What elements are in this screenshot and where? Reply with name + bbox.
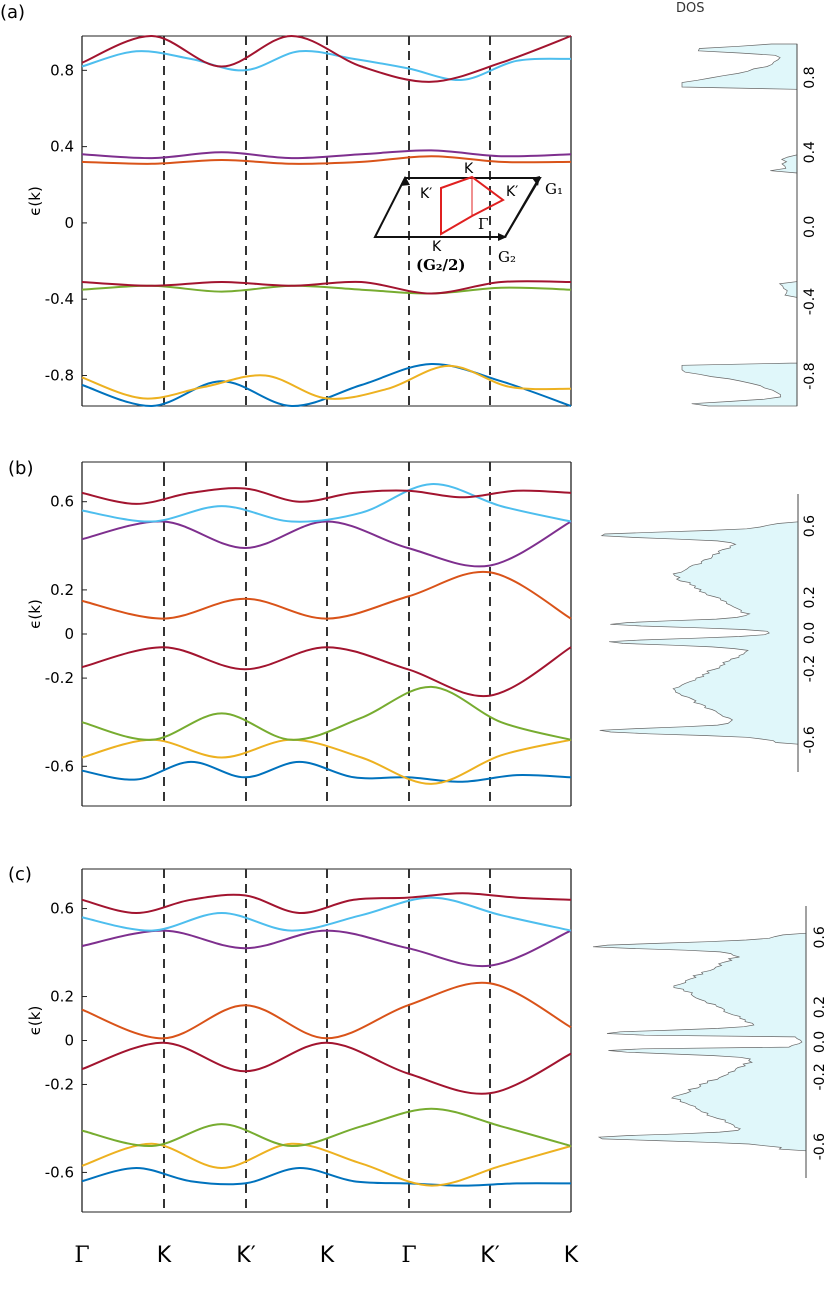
- band-line: [81, 646, 572, 698]
- band-line: [81, 364, 572, 400]
- band-line: [81, 1142, 572, 1187]
- y-tick-label: -0.4: [45, 290, 74, 308]
- panel-b-label: (b): [8, 458, 33, 479]
- panel-a-label: (a): [0, 2, 25, 23]
- band-line: [81, 892, 572, 915]
- k-path-label: K: [564, 1243, 579, 1268]
- band-line: [81, 929, 572, 968]
- irreducible-zone: [440, 175, 505, 236]
- k-path-label: Γ: [74, 1243, 89, 1268]
- dos-tick-label: 0.2: [802, 586, 818, 608]
- band-line: [81, 34, 572, 83]
- y-axis-label: ϵ(k): [26, 1006, 44, 1036]
- k-path-label: K′: [480, 1243, 499, 1268]
- band-line: [81, 520, 572, 568]
- band-line: [81, 1107, 572, 1148]
- y-tick-label: -0.6: [45, 757, 74, 775]
- band-line: [81, 981, 572, 1040]
- inset-label-G2: G₂: [498, 248, 516, 266]
- band-line: [81, 1166, 572, 1187]
- y-tick-label: 0.8: [50, 61, 74, 79]
- inset-label-K_top: K: [464, 161, 474, 177]
- band-line: [81, 487, 572, 505]
- dos-tick-label: 0.8: [802, 66, 818, 88]
- inset-label-Gamma: Γ: [478, 215, 488, 233]
- dos-tick-label: -0.2: [812, 1063, 828, 1090]
- band-line: [81, 49, 572, 81]
- y-tick-label: 0: [64, 1032, 74, 1050]
- y-tick-label: -0.2: [45, 1075, 74, 1093]
- y-tick-label: 0.2: [50, 988, 74, 1006]
- inset-label-G1: G₁: [545, 180, 563, 198]
- k-path-label: K: [320, 1243, 335, 1268]
- band-line: [81, 896, 572, 932]
- band-line: [81, 1041, 572, 1095]
- dos-tick-label: -0.4: [802, 288, 818, 315]
- dos-tick-label: 0.0: [812, 1031, 828, 1053]
- g2-arrowhead: [498, 233, 507, 241]
- dos-curve: [592, 906, 807, 1178]
- dos-panel: 0.6 0.2 0.0 -0.2 -0.6: [592, 906, 828, 1178]
- inset-label-half_G2: (G₂/2): [416, 256, 466, 274]
- panel-b: 0.6 0.2 0 -0.2 -0.6 ϵ(k) 0.6 0.2 0.0 -0.2 -0.6: [26, 461, 818, 807]
- dos-tick-label: -0.2: [802, 655, 818, 682]
- inset-label-K_prime_right: K′: [506, 184, 518, 200]
- band-line: [81, 738, 572, 785]
- band-line: [81, 149, 572, 160]
- y-axis-label: ϵ(k): [26, 186, 44, 216]
- band-line: [81, 155, 572, 165]
- inset-label-K_bottom: K: [432, 239, 442, 255]
- dos-panel: 0.8 0.4 0.0 -0.4 -0.8: [681, 43, 818, 407]
- dos-panel: 0.6 0.2 0.0 -0.2 -0.6: [599, 494, 818, 772]
- dos-curve: [681, 43, 798, 407]
- band-line: [81, 483, 572, 523]
- y-tick-label: -0.2: [45, 669, 74, 687]
- y-tick-label: 0.2: [50, 581, 74, 599]
- y-tick-label: 0: [64, 625, 74, 643]
- k-path-label: K: [157, 1243, 172, 1268]
- dos-tick-label: 0.4: [802, 141, 818, 163]
- dos-tick-label: -0.6: [802, 726, 818, 753]
- dos-tick-label: -0.6: [812, 1133, 828, 1160]
- dos-tick-label: 0.0: [802, 216, 818, 238]
- vertical-arrowhead: [400, 176, 410, 186]
- k-path-axis: Γ K K′ K Γ K′ K: [74, 1243, 578, 1268]
- band-line: [81, 570, 572, 620]
- g1-arrowhead: [532, 176, 540, 186]
- dos-tick-label: 0.2: [812, 996, 828, 1018]
- k-path-label: K′: [236, 1243, 255, 1268]
- y-tick-label: 0.4: [50, 138, 74, 156]
- panel-c-label: (c): [8, 864, 32, 885]
- dos-tick-label: 0.0: [802, 622, 818, 644]
- band-line: [81, 280, 572, 295]
- dos-curve: [599, 494, 799, 772]
- dos-title: DOS: [676, 1, 705, 16]
- dos-tick-label: -0.8: [802, 362, 818, 389]
- band-line: [81, 760, 572, 783]
- dos-tick-label: 0.6: [812, 926, 828, 948]
- k-path-label: Γ: [401, 1243, 416, 1268]
- y-tick-label: 0.6: [50, 493, 74, 511]
- y-tick-label: 0.6: [50, 900, 74, 918]
- y-tick-label: -0.8: [45, 366, 74, 384]
- panel-a: 0.8 0.4 0 -0.4 -0.8 ϵ(k) 0.8 0.4 0.0 -0.4 -0.8: [26, 34, 818, 408]
- band-line: [81, 685, 572, 741]
- reciprocal-cell: [373, 177, 542, 238]
- y-tick-label: 0: [64, 214, 74, 232]
- y-tick-label: -0.6: [45, 1163, 74, 1181]
- g1-arrow: [504, 179, 539, 238]
- inset-label-K_prime_left: K′: [420, 186, 432, 202]
- panel-c: 0.6 0.2 0 -0.2 -0.6 ϵ(k) 0.6 0.2 0.0 -0.2 -0.6: [26, 868, 828, 1213]
- dos-tick-label: 0.6: [802, 515, 818, 537]
- y-axis-label: ϵ(k): [26, 599, 44, 629]
